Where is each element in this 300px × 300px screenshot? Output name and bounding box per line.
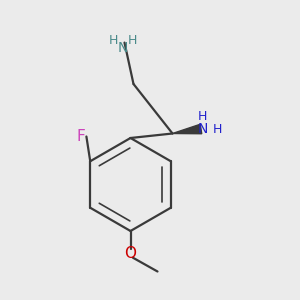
Text: H: H (213, 123, 222, 136)
Text: H: H (108, 34, 118, 47)
Text: N: N (117, 41, 128, 55)
Text: H: H (127, 34, 137, 47)
Text: F: F (76, 129, 85, 144)
Polygon shape (172, 124, 202, 134)
Text: N: N (197, 122, 208, 136)
Text: H: H (198, 110, 207, 124)
Text: O: O (124, 246, 136, 261)
